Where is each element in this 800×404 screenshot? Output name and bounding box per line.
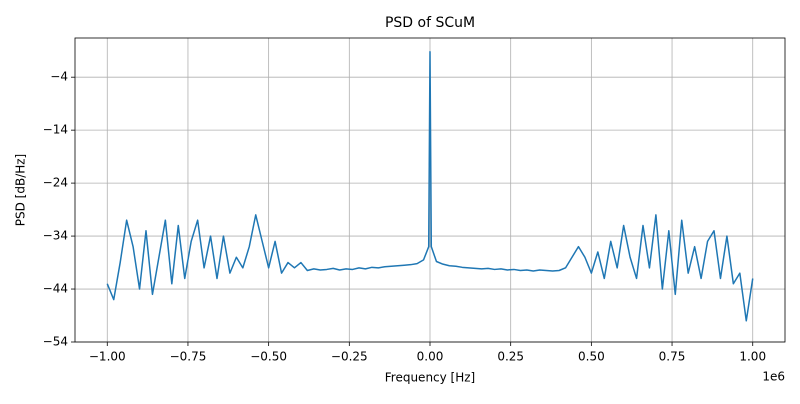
x-tick-label: −1.00 xyxy=(89,350,126,364)
y-tick-label: −4 xyxy=(50,70,68,84)
x-tick-label: 0.00 xyxy=(417,350,444,364)
y-tick-label: −24 xyxy=(43,176,68,190)
line-series xyxy=(106,51,754,322)
y-tick-label: −14 xyxy=(43,123,68,137)
x-tick-label: 0.25 xyxy=(497,350,524,364)
x-tick-label: −0.25 xyxy=(331,350,368,364)
plot-frame xyxy=(74,37,786,343)
y-tick-label: −54 xyxy=(43,335,68,349)
y-tick-label: −34 xyxy=(43,229,68,243)
x-offset-label: 1e6 xyxy=(762,370,785,384)
x-axis-label: Frequency [Hz] xyxy=(385,371,476,385)
y-axis-label: PSD [dB/Hz] xyxy=(14,154,28,227)
x-tick-label: −0.75 xyxy=(170,350,207,364)
x-tick-label: 0.50 xyxy=(578,350,605,364)
y-tick-label: −44 xyxy=(43,282,68,296)
chart-title: PSD of SCuM xyxy=(385,15,475,31)
x-tick-label: 1.00 xyxy=(739,350,766,364)
x-tick-label: −0.50 xyxy=(250,350,287,364)
x-tick-label: 0.75 xyxy=(659,350,686,364)
